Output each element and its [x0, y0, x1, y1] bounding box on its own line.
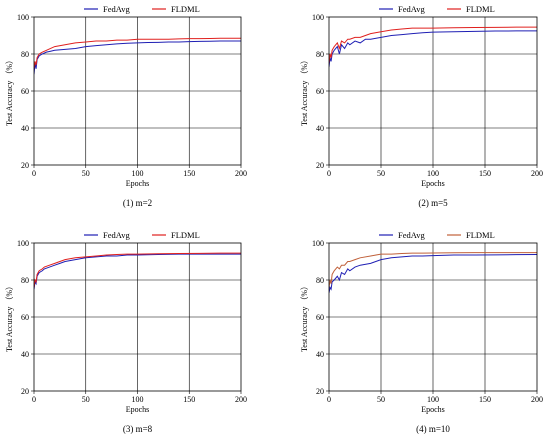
y-tick-label: 100 — [312, 239, 324, 248]
x-tick-label: 100 — [132, 169, 144, 178]
x-tick-label: 200 — [531, 169, 543, 178]
x-tick-label: 50 — [82, 395, 90, 404]
y-tick-label: 100 — [17, 13, 29, 22]
y-tick-label: 80 — [316, 276, 324, 285]
chart-panel-1: 20 40 60 80 100 0 50 100 150 200 Epochs Test Accura… — [5, 4, 247, 208]
x-tick-label: 200 — [531, 395, 543, 404]
x-tick-label: 150 — [479, 169, 491, 178]
x-tick-label: 150 — [183, 395, 195, 404]
legend-label-fedavg: FedAvg — [103, 230, 131, 240]
legend-label-fedavg: FedAvg — [398, 230, 426, 240]
series-line-fedavg — [329, 253, 537, 294]
x-tick-label: 0 — [32, 169, 36, 178]
series-line-fedavg — [34, 40, 241, 75]
legend-label-fldml: FLDML — [466, 230, 495, 240]
x-axis-label: Epochs — [421, 405, 445, 414]
y-tick-label: 20 — [21, 387, 29, 396]
x-tick-label: 50 — [377, 395, 385, 404]
legend-label-fedavg: FedAvg — [103, 4, 131, 14]
y-tick-label: 80 — [21, 276, 29, 285]
series-line-fldml — [34, 252, 241, 288]
x-tick-label: 0 — [32, 395, 36, 404]
series-line-fldml — [34, 37, 241, 69]
y-tick-label: 100 — [17, 239, 29, 248]
x-tick-label: 0 — [327, 169, 331, 178]
x-axis-label: Epochs — [126, 405, 150, 414]
y-tick-label: 60 — [316, 87, 324, 96]
x-tick-label: 200 — [235, 169, 247, 178]
series-line-fedavg — [34, 253, 241, 290]
legend-label-fedavg: FedAvg — [398, 4, 426, 14]
y-tick-label: 80 — [316, 50, 324, 59]
y-tick-label: 20 — [21, 161, 29, 170]
x-tick-label: 50 — [377, 169, 385, 178]
panel-caption: (4) m=10 — [416, 424, 450, 434]
y-tick-label: 40 — [316, 124, 324, 133]
y-axis-label: Test Accuracy （%） — [5, 282, 14, 352]
x-axis-label: Epochs — [126, 179, 150, 188]
series-line-fldml — [329, 26, 537, 64]
chart-panel-2: 20 40 60 80 100 0 50 100 150 200 Epochs Test Accura… — [300, 4, 543, 208]
y-axis-label: Test Accuracy （%） — [300, 56, 309, 126]
x-tick-label: 150 — [479, 395, 491, 404]
y-tick-label: 100 — [312, 13, 324, 22]
series-line-fldml — [329, 252, 537, 288]
chart-panel-3: 20 40 60 80 100 0 50 100 150 200 Epochs Test Accura… — [5, 230, 247, 434]
panel-caption: (3) m=8 — [123, 424, 153, 434]
x-tick-label: 0 — [327, 395, 331, 404]
panel-caption: (2) m=5 — [418, 198, 448, 208]
x-axis-label: Epochs — [421, 179, 445, 188]
x-tick-label: 100 — [132, 395, 144, 404]
legend-label-fldml: FLDML — [466, 4, 495, 14]
legend-label-fldml: FLDML — [171, 4, 200, 14]
x-tick-label: 100 — [427, 395, 439, 404]
y-tick-label: 20 — [316, 161, 324, 170]
chart-panel-4: 20 40 60 80 100 0 50 100 150 200 Epochs Test Accura… — [300, 230, 543, 434]
legend-label-fldml: FLDML — [171, 230, 200, 240]
y-axis-label: Test Accuracy （%） — [300, 282, 309, 352]
y-tick-label: 40 — [21, 124, 29, 133]
y-axis-label: Test Accuracy （%） — [5, 56, 14, 126]
y-tick-label: 40 — [21, 350, 29, 359]
y-tick-label: 60 — [21, 87, 29, 96]
x-tick-label: 50 — [82, 169, 90, 178]
y-tick-label: 40 — [316, 350, 324, 359]
x-tick-label: 200 — [235, 395, 247, 404]
panel-caption: (1) m=2 — [123, 198, 152, 208]
x-tick-label: 100 — [427, 169, 439, 178]
series-line-fedavg — [329, 30, 537, 68]
x-tick-label: 150 — [183, 169, 195, 178]
y-tick-label: 60 — [316, 313, 324, 322]
y-tick-label: 20 — [316, 387, 324, 396]
y-tick-label: 60 — [21, 313, 29, 322]
y-tick-label: 80 — [21, 50, 29, 59]
